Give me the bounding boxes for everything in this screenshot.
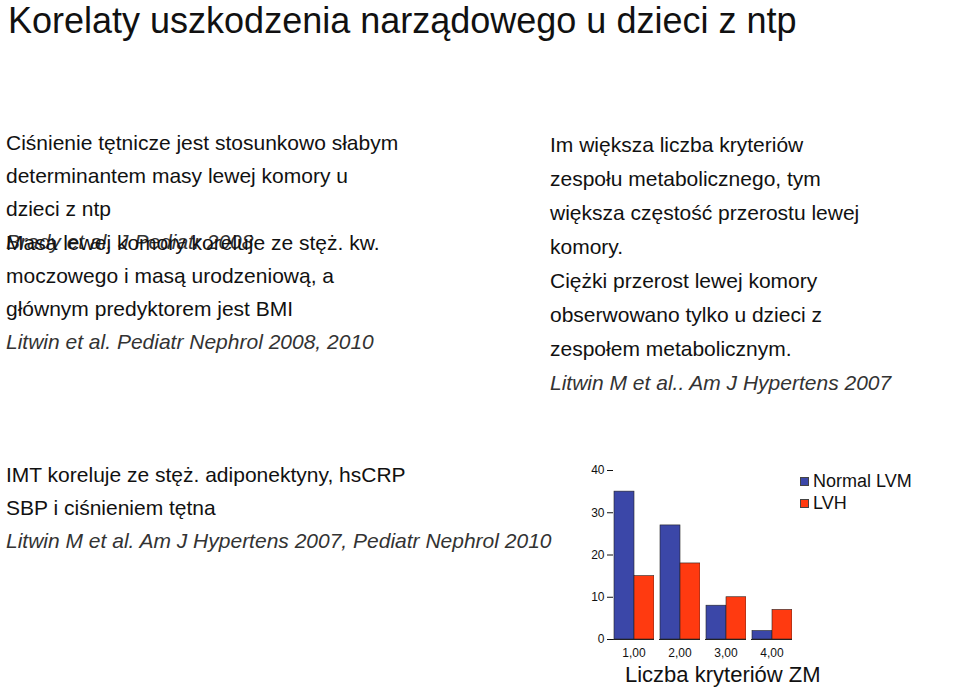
html-text:Brady et al. J Pediatr 2008: Brady et al. J Pediatr 2008 <box>6 230 254 253</box>
html-text:obserwowano tylko u dzieci z: obserwowano tylko u dzieci z <box>550 303 822 326</box>
html-text:Litwin et al. Pediatr Nephrol: Litwin et al. Pediatr Nephrol 2008, 2010 <box>6 330 374 353</box>
html-text:dzieci z ntp: dzieci z ntp <box>6 197 112 220</box>
svg-text:3,00: 3,00 <box>714 646 738 660</box>
html-text:Liczba kryteriów ZM: Liczba kryteriów ZM <box>625 662 821 687</box>
html-text:Im większa liczba kryteriów: Im większa liczba kryteriów <box>550 133 804 156</box>
svg-text:2,00: 2,00 <box>668 646 692 660</box>
svg-text:40: 40 <box>591 463 605 477</box>
html-text:moczowego i masą urodzeniową,: moczowego i masą urodzeniową, a <box>6 264 334 287</box>
svg-text:0: 0 <box>598 632 605 646</box>
html-text:Ciężki przerost lewej komory: Ciężki przerost lewej komory <box>550 269 818 292</box>
html-text:Korelaty uszkodzenia narządowe: Korelaty uszkodzenia narządowego u dziec… <box>8 0 797 41</box>
html-text:Ciśnienie tętnicze jest stosun: Ciśnienie tętnicze jest stosunkowo słaby… <box>6 131 399 154</box>
svg-text:20: 20 <box>591 548 605 562</box>
html-text:głównym predyktorem jest BMI: głównym predyktorem jest BMI <box>6 297 294 320</box>
html-text:determinantem masy lewej komor: determinantem masy lewej komory u <box>6 164 348 187</box>
svg-text:30: 30 <box>591 506 605 520</box>
html-text:komory.: komory. <box>550 235 624 258</box>
svg-text:1,00: 1,00 <box>622 646 646 660</box>
svg-text:10: 10 <box>591 590 605 604</box>
html-text:SBP i ciśnieniem tętna: SBP i ciśnieniem tętna <box>6 496 216 519</box>
html-text:zespołu metabolicznego, tym: zespołu metabolicznego, tym <box>550 167 821 190</box>
html-text:zespołem metabolicznym.: zespołem metabolicznym. <box>550 337 792 360</box>
html-text:Litwin M et al.. Am J Hyperten: Litwin M et al.. Am J Hypertens 2007 <box>550 371 892 394</box>
html-text:Masa lewej komory koreluje ze: Masa lewej komory koreluje ze stęż. kw. <box>6 231 380 254</box>
html-text:Litwin M et al. Am J Hypertens: Litwin M et al. Am J Hypertens 2007, Ped… <box>6 529 552 552</box>
html-text:IMT koreluje ze stęż. adiponek: IMT koreluje ze stęż. adiponektyny, hsCR… <box>6 463 406 486</box>
html-text:Normal LVM: Normal LVM <box>813 471 912 491</box>
svg-text:4,00: 4,00 <box>760 646 784 660</box>
html-text:LVH: LVH <box>813 493 847 513</box>
html-text:większa częstość przerostu lew: większa częstość przerostu lewej <box>550 201 860 224</box>
